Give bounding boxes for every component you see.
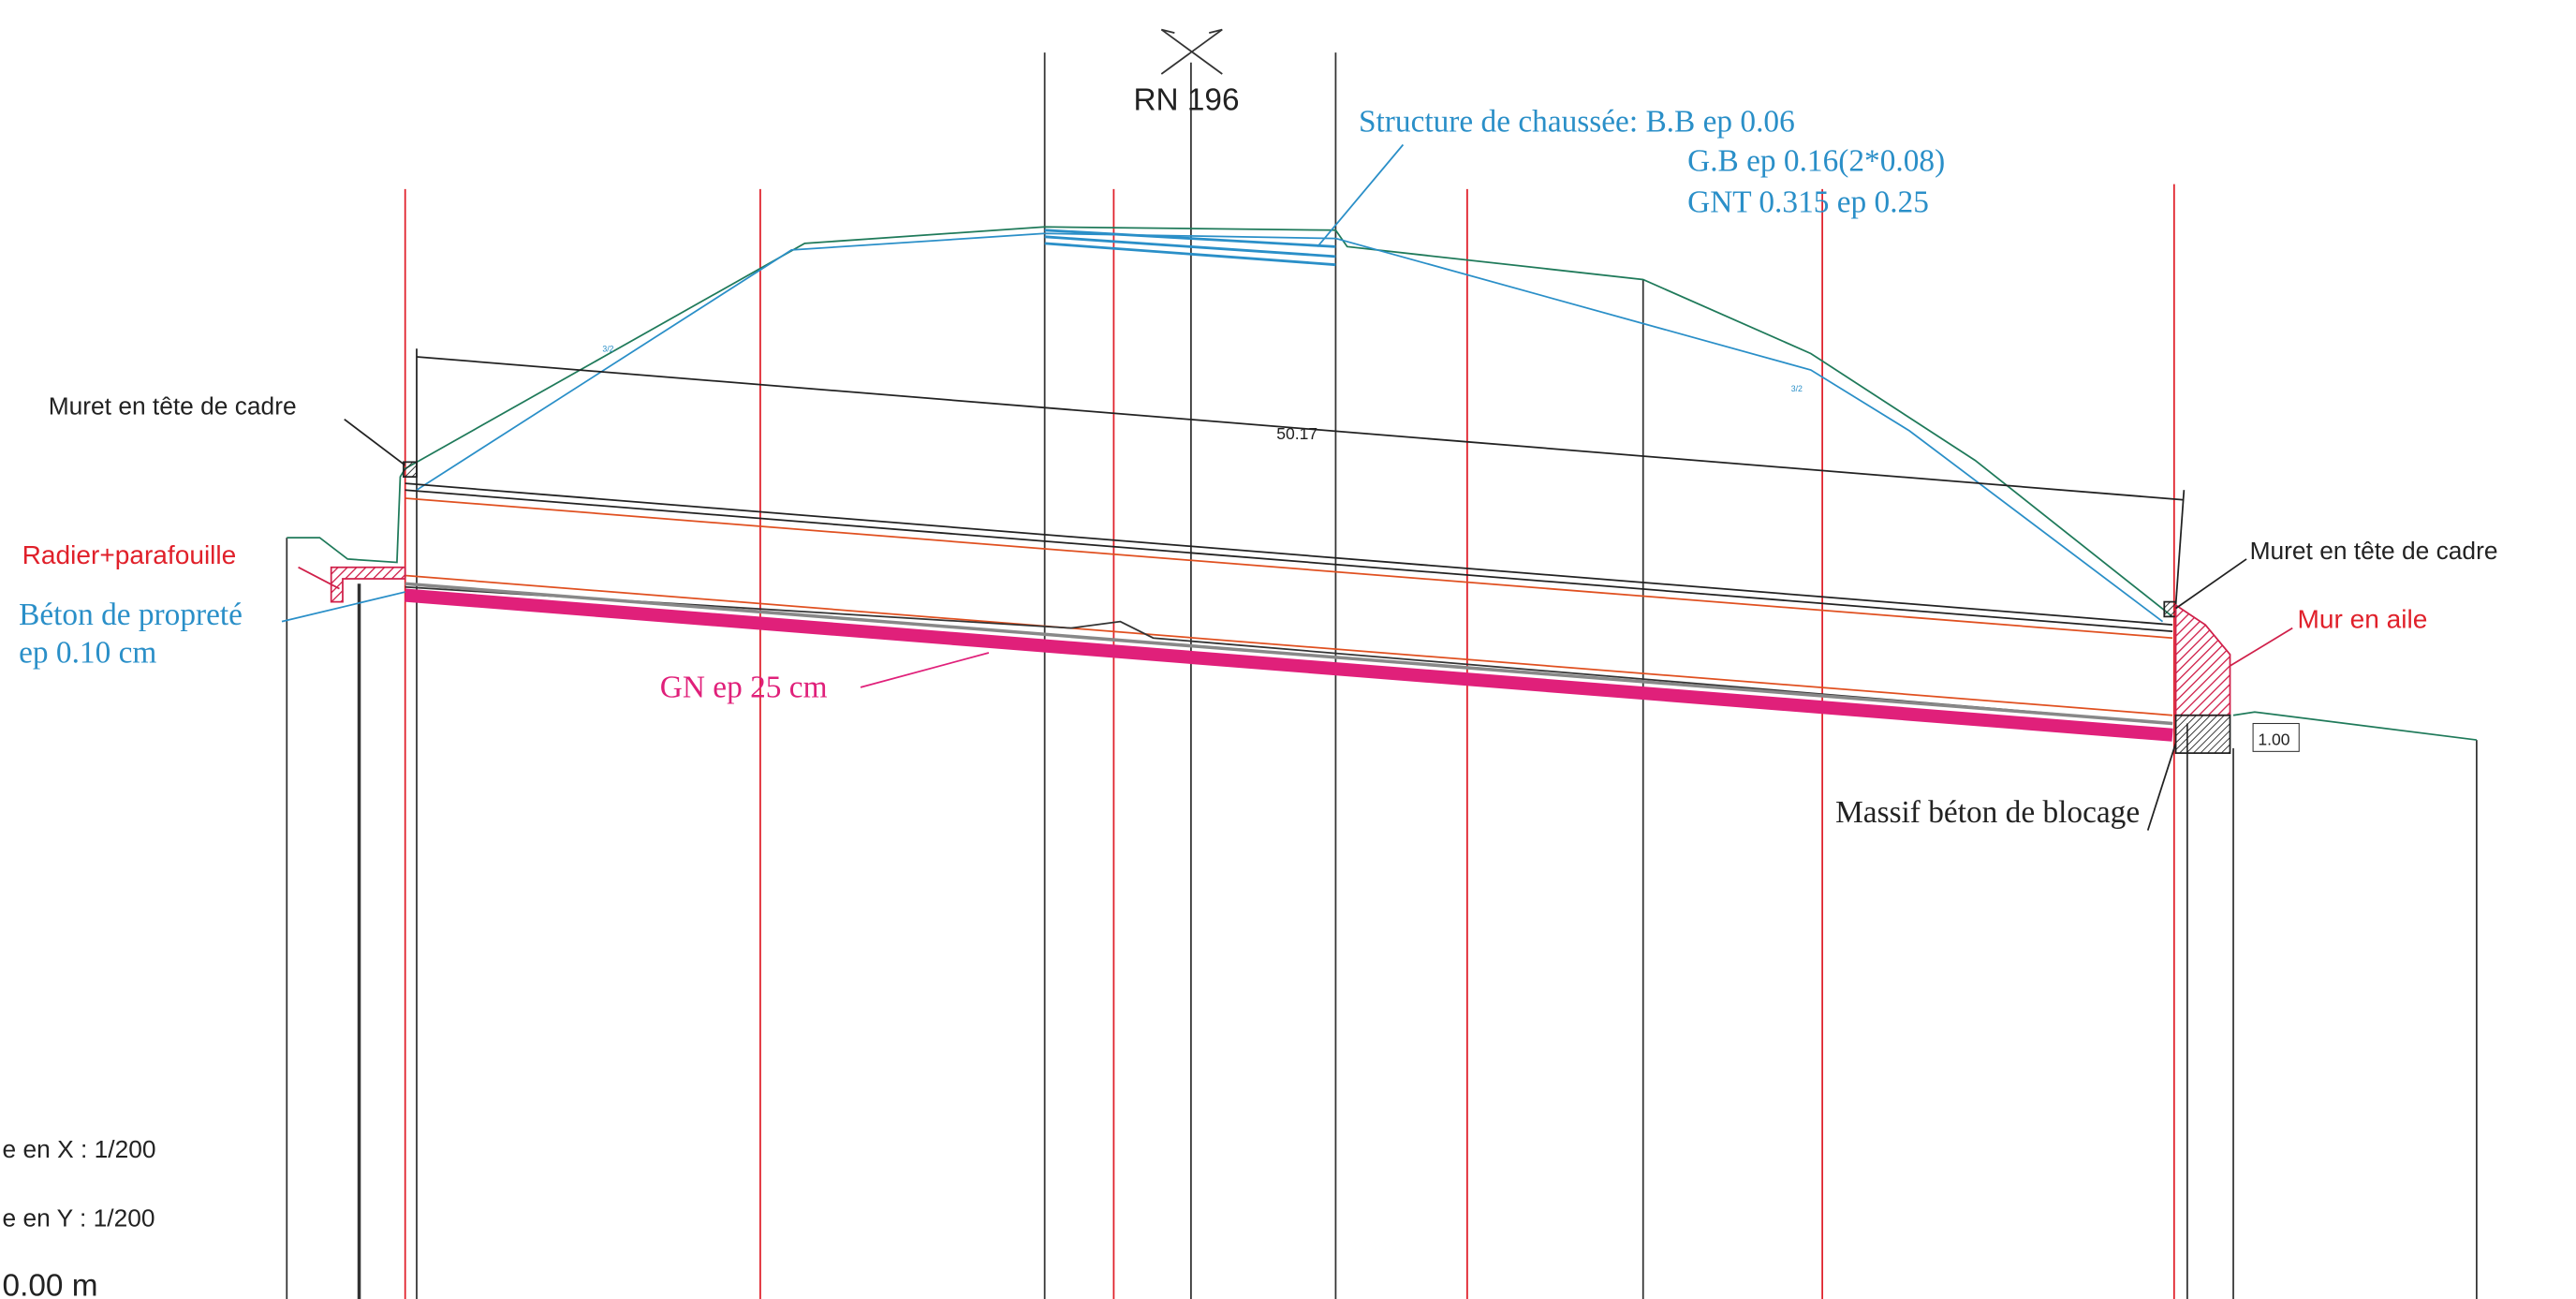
beton-layer [405,582,2173,726]
leader [2230,627,2293,667]
slab-line [405,574,2173,716]
mur-aile-label: Mur en aile [2297,605,2427,634]
leader [281,591,405,623]
leader [1317,143,1405,247]
muret-right [2163,600,2177,618]
slab-top [405,489,2173,633]
massif [2174,714,2231,754]
road-label: RN 196 [1133,83,1239,118]
north-symbol [1160,28,1223,75]
slope-label: 3/2 [602,345,613,354]
beton-label: Béton de propreté [19,598,243,632]
terrain-right [2232,711,2477,741]
dimension-tick [2174,490,2186,606]
slab-top [405,482,2173,627]
gn-layer [405,588,2173,742]
structure-label: GNT 0.315 ep 0.25 [1687,185,1929,219]
pavement [1044,229,1336,267]
vertical-lines [286,52,2478,1299]
ground-line [405,585,2173,725]
leader [860,652,990,688]
scale-label: e en Y : 1/200 [3,1204,155,1233]
dimension-line [416,356,2185,501]
mur-aile [2174,603,2231,716]
scale-label: 0.00 m [3,1268,98,1299]
terrain [287,226,2173,618]
leader [298,566,340,590]
leaders [344,419,2247,831]
massif-dim-label: 1.00 [2258,730,2289,748]
embankment [416,232,2164,623]
axis-lines [404,184,2175,1299]
slope-label: 3/2 [1791,384,1803,393]
gn-label: GN ep 25 cm [660,670,828,704]
muret-left [403,461,418,479]
slab-line [405,497,2173,640]
muret-left-label: Muret en tête de cadre [49,391,297,420]
scale-label: e en X : 1/200 [3,1135,156,1163]
muret-right-label: Muret en tête de cadre [2250,537,2498,565]
structure-label: G.B ep 0.16(2*0.08) [1687,144,1945,179]
beton-label: ep 0.10 cm [19,636,156,671]
massif-label: Massif béton de blocage [1835,795,2140,830]
structure-label: Structure de chaussée: B.B ep 0.06 [1359,104,1795,139]
dimension-box [2252,722,2300,752]
dimension-label: 50.17 [1276,424,1317,443]
radier-label: Radier+parafouille [22,540,237,569]
radier [330,566,406,603]
